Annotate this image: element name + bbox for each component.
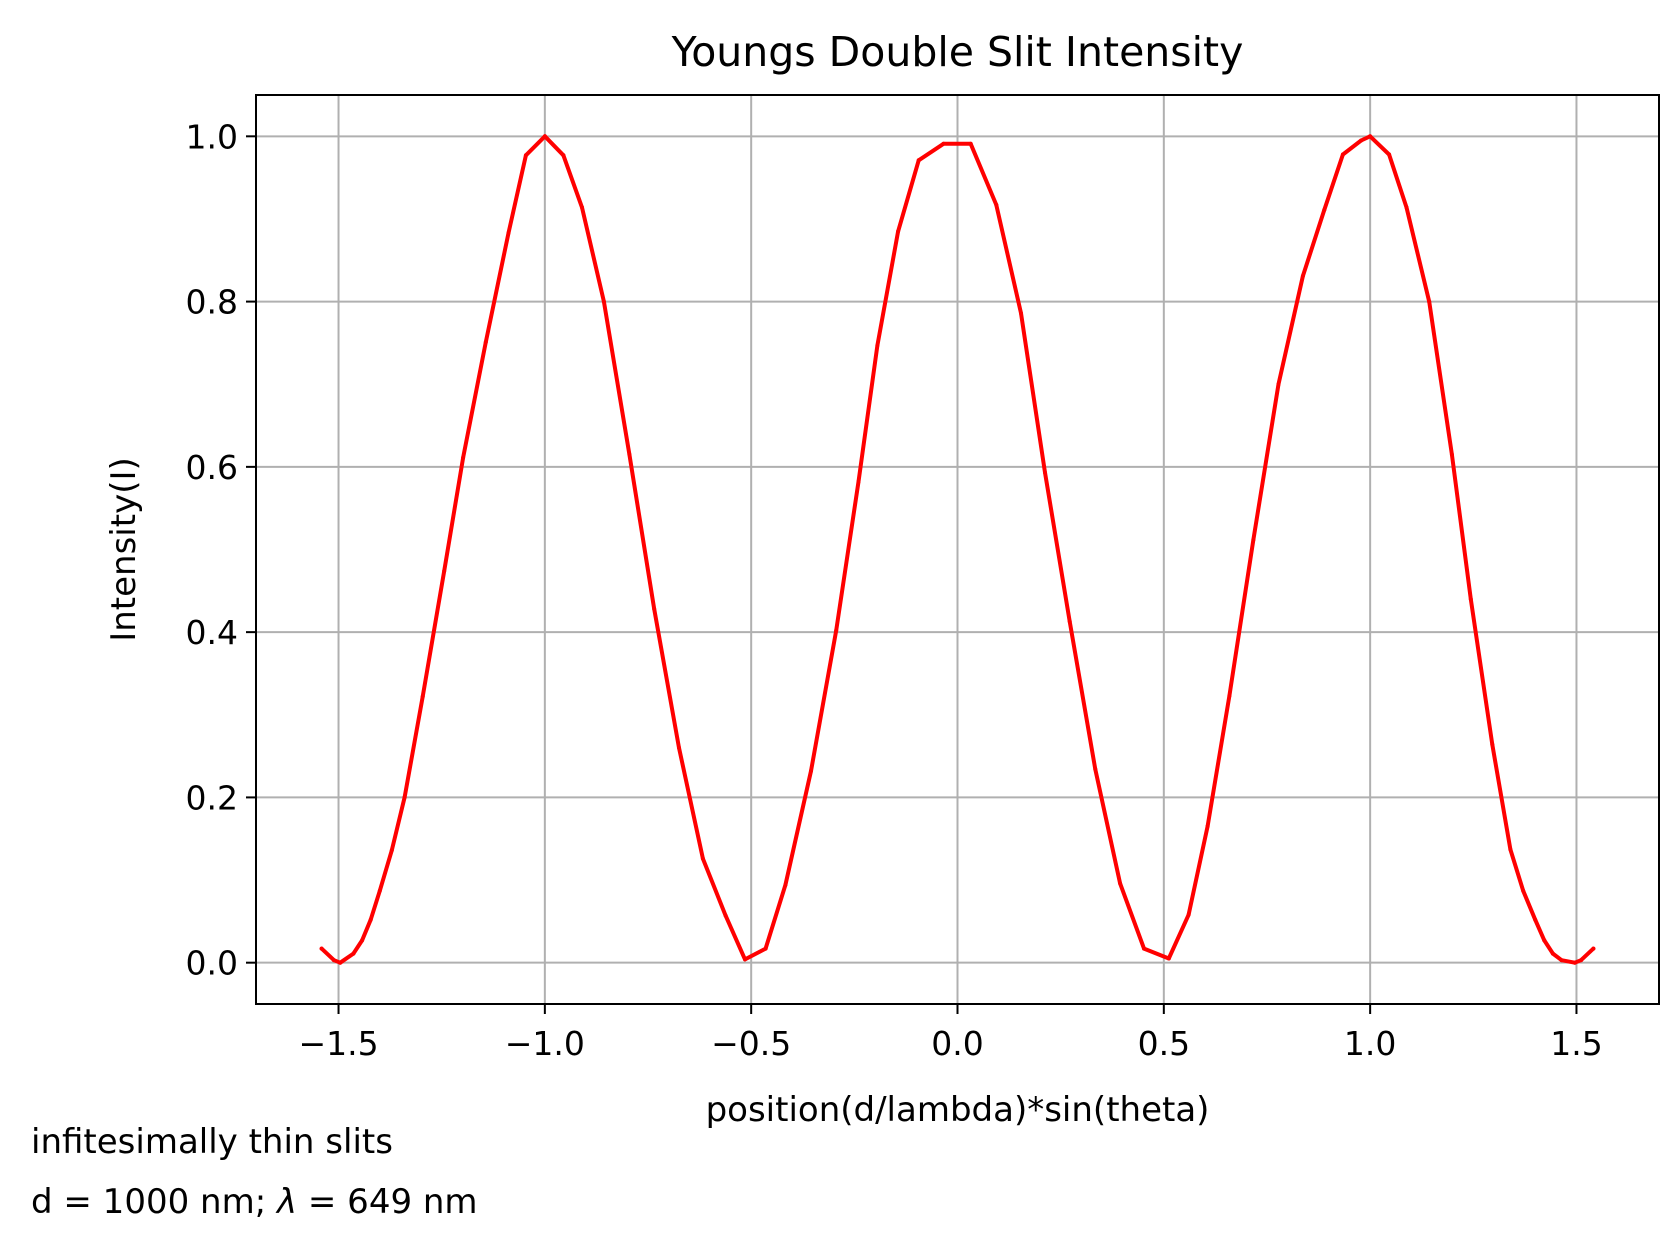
data-point bbox=[1508, 847, 1513, 852]
data-point bbox=[319, 946, 324, 951]
x-tick-label: −1.5 bbox=[298, 1024, 378, 1063]
data-point bbox=[856, 479, 861, 484]
data-point bbox=[561, 153, 566, 158]
data-point bbox=[1186, 912, 1191, 917]
plot-lines bbox=[319, 134, 1596, 965]
data-point bbox=[1572, 960, 1577, 965]
data-point bbox=[1591, 946, 1596, 951]
data-point bbox=[1550, 951, 1555, 956]
data-point bbox=[523, 153, 528, 158]
y-tick-label: 0.4 bbox=[186, 613, 238, 652]
data-point bbox=[994, 202, 999, 207]
data-point bbox=[506, 231, 511, 235]
data-point bbox=[1533, 917, 1538, 922]
data-point bbox=[389, 848, 394, 853]
data-point bbox=[1368, 134, 1373, 139]
y-tick-label: 0.8 bbox=[186, 283, 238, 322]
x-axis-label: position(d/lambda)*sin(theta) bbox=[706, 1090, 1210, 1130]
data-point bbox=[402, 795, 407, 800]
data-point bbox=[1276, 382, 1281, 387]
data-point bbox=[916, 158, 921, 163]
x-axis-ticks: −1.5 −1.0 −0.5 0.0 0.5 1.0 1.5 bbox=[298, 1004, 1603, 1063]
data-point bbox=[1093, 767, 1098, 772]
data-point bbox=[723, 913, 728, 918]
data-point bbox=[542, 134, 547, 139]
data-point bbox=[1468, 597, 1473, 602]
data-point bbox=[627, 452, 632, 457]
data-point bbox=[1579, 958, 1583, 963]
data-point bbox=[1166, 956, 1171, 961]
data-point bbox=[968, 141, 973, 146]
y-tick-label: 0.2 bbox=[186, 778, 238, 817]
y-axis-label: Intensity(I) bbox=[104, 457, 144, 642]
series-line-intensity bbox=[319, 134, 1596, 965]
grid bbox=[256, 95, 1659, 1004]
y-tick-label: 0.6 bbox=[186, 448, 238, 487]
data-point bbox=[360, 938, 365, 943]
data-point bbox=[601, 299, 606, 304]
data-point bbox=[875, 343, 880, 348]
data-point bbox=[1142, 946, 1146, 951]
data-point bbox=[652, 607, 657, 611]
data-point bbox=[834, 628, 839, 633]
data-point bbox=[1205, 824, 1210, 829]
data-point bbox=[332, 958, 336, 963]
data-point bbox=[1251, 537, 1256, 542]
x-tick-label: −0.5 bbox=[711, 1024, 791, 1063]
data-point bbox=[1404, 205, 1409, 210]
data-point bbox=[941, 141, 946, 146]
data-point bbox=[1521, 888, 1526, 893]
data-point bbox=[1067, 619, 1072, 624]
data-point bbox=[580, 205, 584, 210]
annotation-distance: d = 1000 nm; bbox=[31, 1182, 277, 1222]
annotation-lambda-symbol: λ bbox=[275, 1182, 297, 1222]
x-tick-label: 0.0 bbox=[931, 1024, 983, 1063]
data-point bbox=[1118, 881, 1123, 886]
x-tick-label: 1.5 bbox=[1550, 1024, 1602, 1063]
data-point bbox=[1449, 452, 1454, 457]
y-tick-label: 0.0 bbox=[186, 944, 238, 983]
data-point bbox=[1227, 693, 1232, 698]
data-point bbox=[338, 960, 343, 965]
data-point bbox=[809, 769, 813, 773]
data-point bbox=[1322, 207, 1327, 212]
data-point bbox=[1340, 152, 1345, 157]
data-point bbox=[483, 340, 488, 345]
data-point bbox=[677, 745, 681, 750]
data-point bbox=[1359, 138, 1364, 143]
annotation-parameters: d = 1000 nm; λ = 649 nm bbox=[31, 1182, 478, 1222]
data-point bbox=[368, 917, 373, 922]
annotation-slit-description: infitesimally thin slits bbox=[31, 1122, 393, 1162]
data-point bbox=[420, 694, 425, 699]
data-point bbox=[1542, 938, 1547, 943]
y-axis-ticks: 0.0 0.2 0.4 0.6 0.8 1.0 bbox=[186, 117, 256, 983]
data-point bbox=[1559, 958, 1564, 963]
x-tick-label: −1.0 bbox=[505, 1024, 585, 1063]
data-point bbox=[1387, 152, 1392, 157]
data-point bbox=[1300, 274, 1305, 278]
annotation-wavelength: = 649 nm bbox=[297, 1182, 477, 1222]
data-point bbox=[351, 951, 356, 956]
data-point bbox=[763, 946, 768, 951]
data-point bbox=[1427, 299, 1432, 304]
chart-title: Youngs Double Slit Intensity bbox=[671, 28, 1244, 76]
x-tick-label: 1.0 bbox=[1344, 1024, 1396, 1063]
data-point bbox=[442, 569, 447, 573]
data-point bbox=[1490, 742, 1495, 747]
data-point bbox=[1019, 311, 1023, 316]
data-point bbox=[1043, 470, 1047, 475]
data-point bbox=[743, 957, 747, 962]
data-point bbox=[783, 883, 788, 887]
data-point bbox=[896, 229, 901, 234]
data-point bbox=[377, 888, 382, 893]
x-tick-label: 0.5 bbox=[1138, 1024, 1190, 1063]
y-tick-label: 1.0 bbox=[186, 117, 238, 156]
data-point bbox=[461, 455, 466, 460]
data-point bbox=[700, 856, 705, 861]
